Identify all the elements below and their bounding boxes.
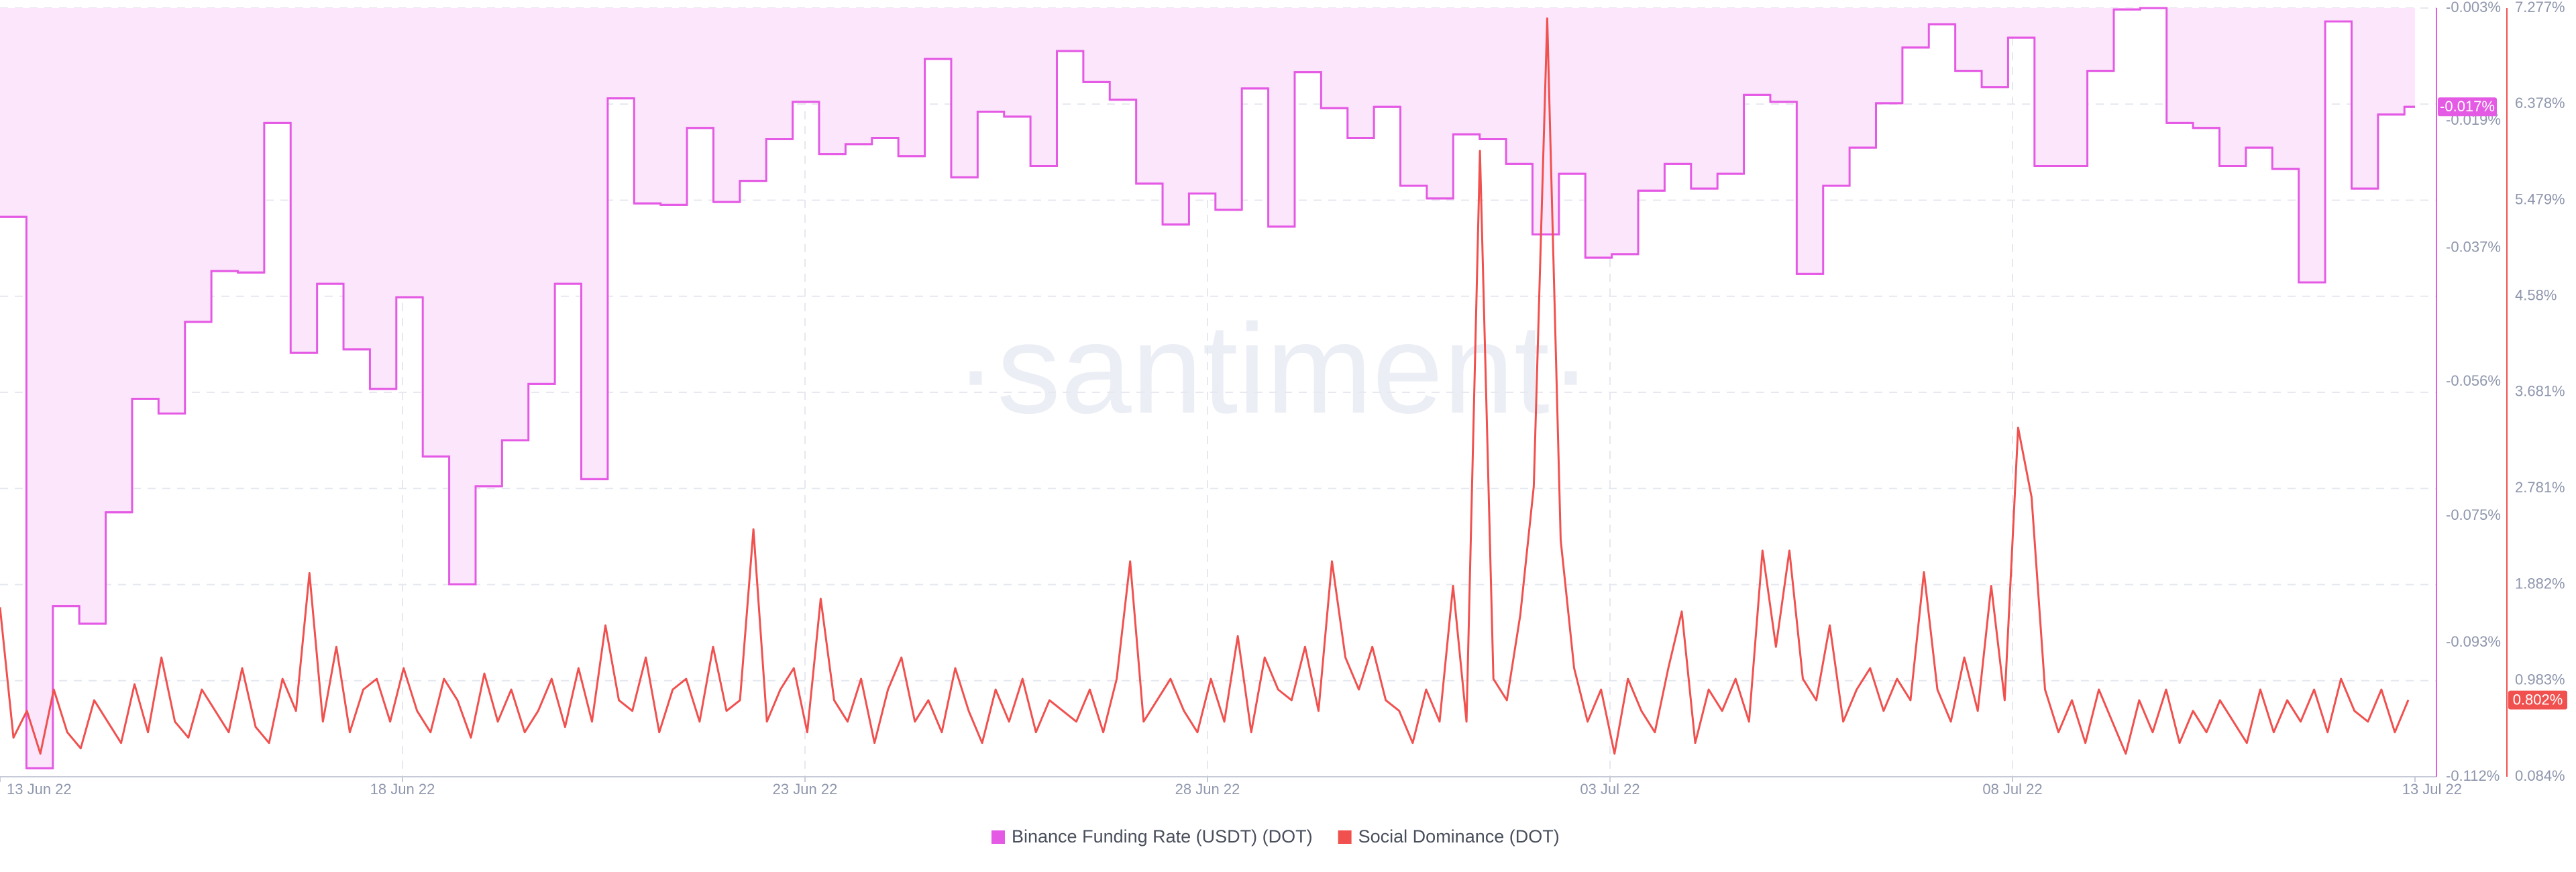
x-tick-label: 18 Jun 22 <box>370 781 435 798</box>
y-tick-label: -0.093% <box>2446 633 2501 650</box>
y2-tick-label: 3.681% <box>2515 383 2565 400</box>
x-tick-label: 23 Jun 22 <box>773 781 838 798</box>
y-tick-label: -0.037% <box>2446 238 2501 255</box>
y2-tick-label: 0.983% <box>2515 671 2565 688</box>
y2-tick-label: 0.084% <box>2515 767 2565 784</box>
legend-label: Social Dominance (DOT) <box>1358 826 1560 847</box>
x-tick-label: 28 Jun 22 <box>1175 781 1240 798</box>
value-badge-label: -0.017% <box>2440 98 2495 115</box>
x-tick-label: 13 Jun 22 <box>7 781 72 798</box>
y2-tick-label: 4.58% <box>2515 287 2557 304</box>
value-badge-label: 0.802% <box>2513 691 2563 708</box>
x-tick-label: 13 Jul 22 <box>2402 781 2462 798</box>
x-tick-label: 03 Jul 22 <box>1580 781 1640 798</box>
area-fill <box>0 8 2415 769</box>
y2-tick-label: 6.378% <box>2515 95 2565 111</box>
y2-tick-label: 5.479% <box>2515 190 2565 207</box>
y-tick-label: -0.003% <box>2446 0 2501 15</box>
watermark: ·santiment· <box>955 298 1592 440</box>
legend: Binance Funding Rate (USDT) (DOT) Social … <box>991 826 1560 847</box>
y-tick-label: -0.112% <box>2446 767 2500 784</box>
y2-tick-label: 7.277% <box>2515 0 2565 15</box>
x-tick-label: 08 Jul 22 <box>1982 781 2042 798</box>
legend-swatch <box>1338 830 1352 844</box>
value-badge <box>2438 97 2497 117</box>
legend-label: Binance Funding Rate (USDT) (DOT) <box>1012 826 1313 847</box>
y-tick-label: -0.056% <box>2446 372 2501 389</box>
y2-tick-label: 2.781% <box>2515 479 2565 496</box>
y2-tick-label: 1.882% <box>2515 575 2565 592</box>
value-badge <box>2508 690 2567 710</box>
series-line <box>0 17 2410 755</box>
legend-swatch <box>991 830 1005 844</box>
y-tick-label: -0.075% <box>2446 506 2501 523</box>
